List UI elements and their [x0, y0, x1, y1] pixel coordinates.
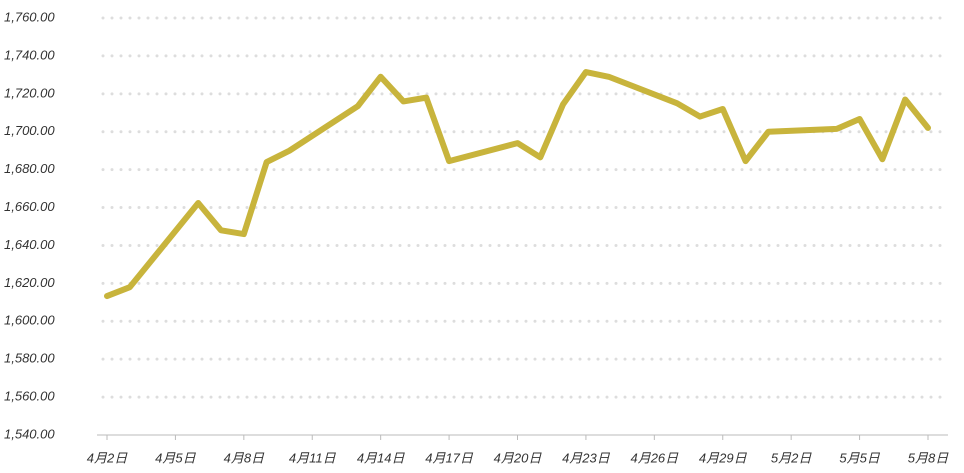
x-tick-label: 4月8日 [224, 450, 265, 465]
x-tick-label: 4月2日 [87, 450, 128, 465]
y-tick-label: 1,760.00 [4, 9, 55, 24]
x-tick-label: 4月17日 [425, 450, 474, 465]
x-tick-label: 4月5日 [155, 450, 196, 465]
x-tick-label: 5月8日 [908, 450, 949, 465]
y-tick-label: 1,660.00 [4, 199, 55, 214]
x-tick-label: 4月29日 [699, 450, 748, 465]
y-tick-label: 1,560.00 [4, 389, 55, 404]
y-tick-label: 1,720.00 [4, 85, 55, 100]
x-tick-label: 4月11日 [289, 450, 337, 465]
y-tick-label: 1,540.00 [4, 426, 55, 441]
x-tick-label: 4月20日 [494, 450, 543, 465]
x-tick-label: 5月5日 [839, 450, 880, 465]
x-tick-label: 4月14日 [357, 450, 406, 465]
x-tick-label: 4月23日 [562, 450, 611, 465]
y-tick-label: 1,580.00 [4, 351, 55, 366]
x-tick-label: 5月2日 [771, 450, 812, 465]
y-tick-label: 1,680.00 [4, 161, 55, 176]
y-tick-label: 1,620.00 [4, 275, 55, 290]
y-tick-label: 1,700.00 [4, 123, 55, 138]
y-tick-label: 1,600.00 [4, 313, 55, 328]
y-tick-label: 1,740.00 [4, 47, 55, 62]
x-tick-label: 4月26日 [630, 450, 679, 465]
y-tick-label: 1,640.00 [4, 237, 55, 252]
price-line [104, 69, 931, 300]
